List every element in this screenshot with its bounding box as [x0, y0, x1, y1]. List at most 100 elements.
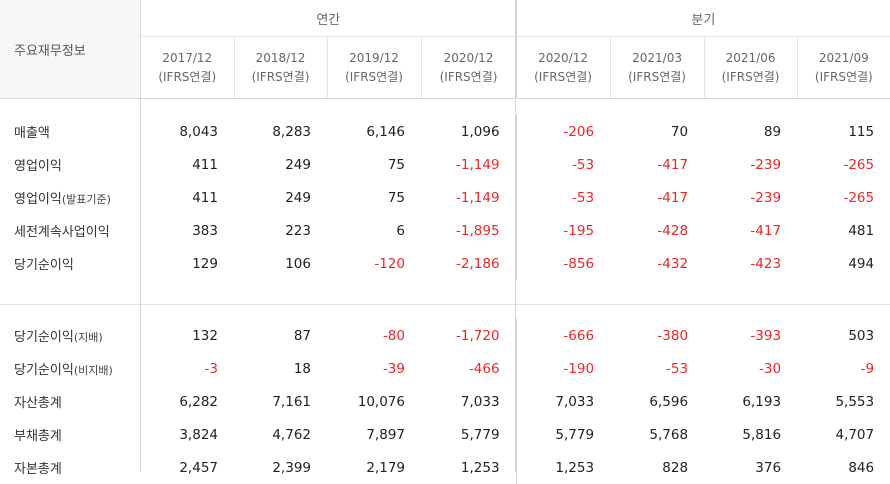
- table-cell: -417: [610, 148, 704, 181]
- row-label: 자본총계: [0, 451, 141, 484]
- row-label-qualifier: (발표기준): [62, 193, 111, 206]
- table-cell: -3: [141, 352, 234, 385]
- table-cell: -53: [516, 181, 610, 214]
- column-period: 2019/12: [328, 49, 421, 68]
- column-basis: (IFRS연결): [798, 68, 890, 87]
- table-cell: 376: [704, 451, 797, 484]
- row-label-qualifier: (비지배): [74, 364, 113, 377]
- column-header: 2018/12(IFRS연결): [234, 37, 327, 99]
- table-cell: -2,186: [421, 247, 516, 280]
- table-cell: 6,146: [327, 115, 421, 148]
- label-column-divider: [140, 0, 141, 472]
- table-cell: 87: [234, 319, 327, 352]
- row-label: 영업이익(발표기준): [0, 181, 141, 214]
- table-cell: 2,457: [141, 451, 234, 484]
- row-label: 부채총계: [0, 418, 141, 451]
- table-cell: 18: [234, 352, 327, 385]
- table-cell: -190: [516, 352, 610, 385]
- table-cell: 249: [234, 181, 327, 214]
- row-spacer: [0, 280, 890, 305]
- table-cell: -195: [516, 214, 610, 247]
- table-cell: -423: [704, 247, 797, 280]
- column-period: 2021/06: [705, 49, 797, 68]
- row-label-text: 매출액: [14, 126, 50, 141]
- column-period: 2017/12: [141, 49, 234, 68]
- table-cell: -30: [704, 352, 797, 385]
- table-cell: -239: [704, 148, 797, 181]
- table-cell: 75: [327, 181, 421, 214]
- table-cell: 8,043: [141, 115, 234, 148]
- row-label-text: 부채총계: [14, 429, 62, 444]
- table-cell: -1,149: [421, 148, 516, 181]
- table-cell: 828: [610, 451, 704, 484]
- table-cell: 3,824: [141, 418, 234, 451]
- table-cell: 411: [141, 181, 234, 214]
- table-cell: -120: [327, 247, 421, 280]
- table-cell: -239: [704, 181, 797, 214]
- group-header-annual: 연간: [141, 0, 516, 37]
- column-basis: (IFRS연결): [235, 68, 327, 87]
- table-cell: -39: [327, 352, 421, 385]
- table-cell: 4,762: [234, 418, 327, 451]
- row-label: 당기순이익(비지배): [0, 352, 141, 385]
- column-header: 2017/12(IFRS연결): [141, 37, 234, 99]
- row-label: 영업이익: [0, 148, 141, 181]
- table-cell: 1,253: [516, 451, 610, 484]
- row-label-text: 영업이익: [14, 192, 62, 207]
- column-period: 2020/12: [517, 49, 610, 68]
- table-cell: 5,779: [516, 418, 610, 451]
- table-cell: -53: [610, 352, 704, 385]
- table-cell: -9: [797, 352, 890, 385]
- table-cell: 249: [234, 148, 327, 181]
- table-cell: 7,033: [516, 385, 610, 418]
- row-label-text: 영업이익: [14, 159, 62, 174]
- column-basis: (IFRS연결): [705, 68, 797, 87]
- table-cell: -666: [516, 319, 610, 352]
- financial-summary-panel: 주요재무정보 연간 분기 2017/12(IFRS연결)2018/12(IFRS…: [0, 0, 890, 472]
- table-cell: 70: [610, 115, 704, 148]
- table-cell: -265: [797, 181, 890, 214]
- table-cell: 5,816: [704, 418, 797, 451]
- row-label-qualifier: (지배): [74, 331, 103, 344]
- table-cell: 481: [797, 214, 890, 247]
- table-cell: 7,033: [421, 385, 516, 418]
- column-basis: (IFRS연결): [611, 68, 704, 87]
- column-header: 2019/12(IFRS연결): [327, 37, 421, 99]
- table-cell: -265: [797, 148, 890, 181]
- table-cell: 106: [234, 247, 327, 280]
- row-label: 세전계속사업이익: [0, 214, 141, 247]
- row-label-text: 세전계속사업이익: [14, 225, 110, 240]
- row-label-text: 당기순이익: [14, 258, 74, 273]
- table-cell: 5,768: [610, 418, 704, 451]
- table-cell: 6: [327, 214, 421, 247]
- column-header: 2020/12(IFRS연결): [516, 37, 610, 99]
- row-label: 당기순이익(지배): [0, 319, 141, 352]
- group-header-quarterly: 분기: [516, 0, 890, 37]
- row-label-text: 당기순이익: [14, 363, 74, 378]
- row-label-text: 자산총계: [14, 396, 62, 411]
- column-header: 2021/03(IFRS연결): [610, 37, 704, 99]
- table-cell: -206: [516, 115, 610, 148]
- row-spacer: [0, 99, 890, 116]
- table-cell: -380: [610, 319, 704, 352]
- table-cell: 7,161: [234, 385, 327, 418]
- table-cell: 6,282: [141, 385, 234, 418]
- table-cell: -417: [610, 181, 704, 214]
- annual-quarterly-divider: [515, 0, 516, 472]
- table-cell: 4,707: [797, 418, 890, 451]
- row-label-text: 당기순이익: [14, 330, 74, 345]
- row-label: 매출액: [0, 115, 141, 148]
- table-cell: 383: [141, 214, 234, 247]
- corner-label: 주요재무정보: [0, 0, 141, 99]
- column-period: 2021/03: [611, 49, 704, 68]
- table-cell: 132: [141, 319, 234, 352]
